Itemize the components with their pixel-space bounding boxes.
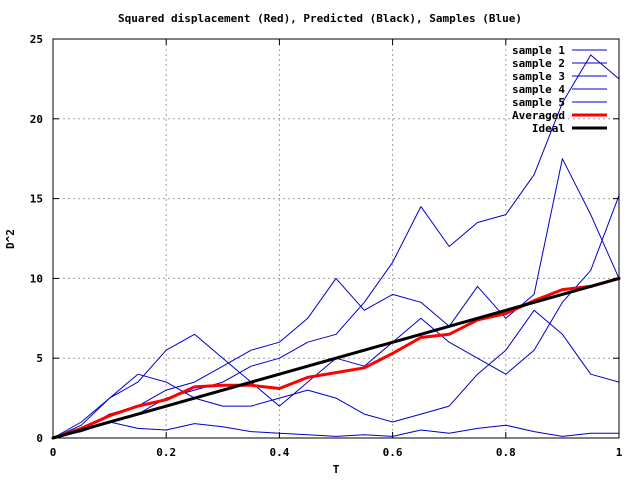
legend-label: sample 1 <box>512 44 565 57</box>
legend-label: sample 5 <box>512 96 565 109</box>
legend-label: sample 3 <box>512 70 565 83</box>
y-axis-label: D^2 <box>4 229 17 249</box>
y-tick-label: 10 <box>30 272 43 285</box>
x-tick-label: 0.6 <box>383 446 403 459</box>
y-tick-label: 5 <box>36 352 43 365</box>
x-tick-label: 1 <box>616 446 623 459</box>
x-tick-label: 0.2 <box>156 446 176 459</box>
x-tick-label: 0.4 <box>269 446 289 459</box>
y-tick-label: 15 <box>30 193 43 206</box>
series-line-7 <box>51 276 621 440</box>
series-line-3 <box>52 309 620 439</box>
x-tick-label: 0.8 <box>496 446 516 459</box>
series-line-5 <box>52 158 620 439</box>
x-axis-label: T <box>333 463 340 476</box>
legend-label: sample 4 <box>512 83 565 96</box>
y-tick-label: 0 <box>36 432 43 445</box>
series-line-4 <box>52 54 620 439</box>
chart-title: Squared displacement (Red), Predicted (B… <box>118 12 522 25</box>
x-tick-label: 0 <box>50 446 57 459</box>
plot-frame <box>52 38 620 439</box>
series-group <box>51 54 621 440</box>
series-line-2 <box>52 194 620 439</box>
legend-label: sample 2 <box>512 57 565 70</box>
legend-label: Ideal <box>532 122 565 135</box>
y-tick-label: 20 <box>30 113 43 126</box>
legend-label: Averaged <box>512 109 565 122</box>
series-line-1 <box>52 421 620 439</box>
y-tick-label: 25 <box>30 33 43 46</box>
